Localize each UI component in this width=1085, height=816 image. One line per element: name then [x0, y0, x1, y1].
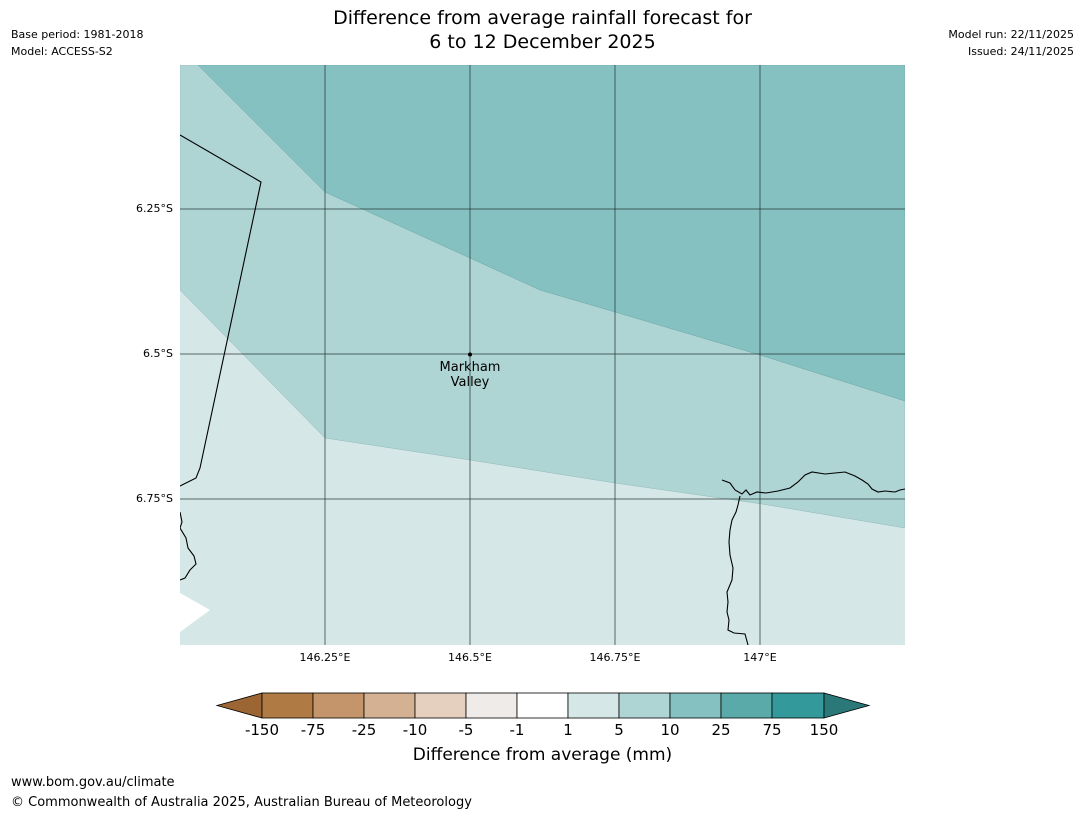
- colorbar-tick-label: -150: [244, 721, 280, 739]
- colorbar-tick-label: 75: [762, 721, 782, 739]
- lon-label: 146.25°E: [299, 651, 351, 664]
- footer-copyright: © Commonwealth of Australia 2025, Austra…: [11, 795, 472, 810]
- colorbar-swatch: [720, 692, 773, 719]
- colorbar-swatch: [363, 692, 416, 719]
- colorbar-tick-label: -25: [351, 721, 377, 739]
- issued-text: Issued: 24/11/2025: [967, 45, 1074, 58]
- colorbar-tick-label: 10: [660, 721, 680, 739]
- base-period-info: Base period: 1981-2018 Model: ACCESS-S2: [11, 26, 143, 60]
- colorbar-tick-label: -75: [300, 721, 326, 739]
- province-boundary-line: [180, 134, 262, 487]
- lat-label: 6.25°S: [136, 202, 173, 215]
- colorbar: [215, 692, 871, 719]
- colorbar-tick-label: 1: [563, 721, 573, 739]
- colorbar-swatch: [312, 692, 365, 719]
- colorbar-swatch: [414, 692, 467, 719]
- colorbar-swatch: [516, 692, 569, 719]
- footer-url: www.bom.gov.au/climate: [11, 775, 175, 790]
- colorbar-tick-label: -10: [402, 721, 428, 739]
- lon-label: 146.75°E: [589, 651, 641, 664]
- colorbar-swatch: [567, 692, 620, 719]
- colorbar-swatch: [669, 692, 722, 719]
- colorbar-swatch: [618, 692, 671, 719]
- colorbar-tick-label: 5: [614, 721, 624, 739]
- lon-label: 146.5°E: [448, 651, 492, 664]
- lon-label: 147°E: [743, 651, 777, 664]
- colorbar-tick-label: 150: [809, 721, 839, 739]
- colorbar-extend-low: [215, 692, 263, 719]
- coastline-east: [721, 471, 905, 496]
- base-period-text: Base period: 1981-2018: [11, 28, 144, 41]
- river-markham: [726, 495, 749, 645]
- sea-area-white: [180, 593, 210, 645]
- map-area: [180, 65, 905, 645]
- place-marker: [468, 352, 472, 357]
- place-label-line-2: Valley: [450, 375, 490, 390]
- lat-label: 6.5°S: [143, 347, 173, 360]
- colorbar-swatch: [261, 692, 314, 719]
- title-line-1: Difference from average rainfall forecas…: [333, 7, 752, 29]
- title-line-2: 6 to 12 December 2025: [429, 31, 656, 53]
- colorbar-tick-label: 25: [711, 721, 731, 739]
- model-text: Model: ACCESS-S2: [11, 45, 113, 58]
- boundaries: [180, 134, 905, 645]
- colorbar-tick-label: -1: [509, 721, 525, 739]
- colorbar-title: Difference from average (mm): [412, 745, 673, 765]
- colorbar-swatch: [465, 692, 518, 719]
- place-label-markham-valley: Markham Valley: [420, 360, 520, 390]
- map-title: Difference from average rainfall forecas…: [0, 6, 1085, 54]
- model-run-text: Model run: 22/11/2025: [948, 28, 1074, 41]
- coastline-west: [180, 511, 197, 581]
- lat-label: 6.75°S: [136, 492, 173, 505]
- colorbar-tick-label: -5: [458, 721, 474, 739]
- colorbar-extend-high: [823, 692, 871, 719]
- gridlines: [180, 65, 905, 645]
- place-label-line-1: Markham: [439, 360, 501, 375]
- model-run-info: Model run: 22/11/2025 Issued: 24/11/2025: [948, 26, 1074, 60]
- colorbar-swatch: [771, 692, 825, 719]
